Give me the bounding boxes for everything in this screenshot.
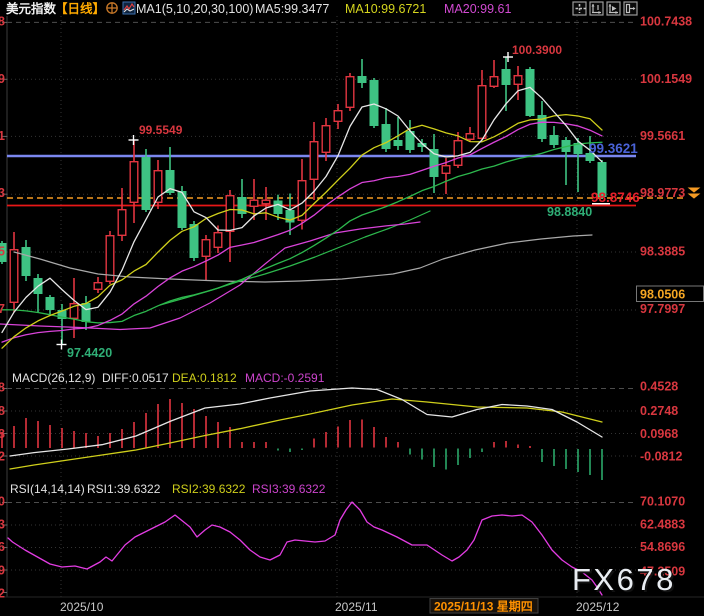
svg-text:99.5549: 99.5549 bbox=[139, 123, 183, 137]
svg-text:2025/10: 2025/10 bbox=[60, 600, 104, 614]
svg-text:3: 3 bbox=[0, 186, 5, 200]
svg-text:3: 3 bbox=[0, 518, 5, 532]
svg-text:9: 9 bbox=[0, 72, 5, 86]
svg-text:54.8696: 54.8696 bbox=[640, 540, 685, 554]
svg-text:FX678: FX678 bbox=[574, 564, 678, 599]
svg-text:2025/11: 2025/11 bbox=[335, 600, 378, 614]
svg-text:100.3900: 100.3900 bbox=[512, 43, 562, 57]
svg-text:9: 9 bbox=[0, 564, 5, 578]
svg-text:0.4528: 0.4528 bbox=[640, 380, 678, 394]
svg-text:97.7997: 97.7997 bbox=[640, 302, 685, 316]
svg-text:8: 8 bbox=[0, 381, 5, 395]
svg-text:8: 8 bbox=[0, 15, 5, 29]
svg-text:8: 8 bbox=[0, 404, 5, 418]
svg-text:MACD:-0.2591: MACD:-0.2591 bbox=[245, 371, 325, 385]
svg-text:美元指数: 美元指数 bbox=[6, 1, 57, 16]
svg-text:2: 2 bbox=[0, 587, 5, 601]
svg-text:47.2509: 47.2509 bbox=[640, 565, 685, 579]
svg-text:-0.0812: -0.0812 bbox=[640, 450, 682, 464]
svg-text:2025/12: 2025/12 bbox=[576, 600, 620, 614]
svg-text:【日线】: 【日线】 bbox=[55, 1, 105, 16]
svg-text:RSI3:39.6322: RSI3:39.6322 bbox=[252, 482, 326, 496]
svg-text:6: 6 bbox=[0, 540, 5, 554]
svg-text:FX678: FX678 bbox=[572, 562, 676, 597]
svg-text:RSI1:39.6322: RSI1:39.6322 bbox=[87, 482, 161, 496]
svg-text:RSI2:39.6322: RSI2:39.6322 bbox=[172, 482, 246, 496]
svg-text:100.7438: 100.7438 bbox=[640, 15, 692, 29]
svg-text:2: 2 bbox=[0, 450, 5, 464]
svg-text:99.5661: 99.5661 bbox=[640, 129, 685, 143]
svg-text:97.4420: 97.4420 bbox=[67, 346, 112, 360]
svg-text:62.4883: 62.4883 bbox=[640, 518, 685, 532]
svg-text:1: 1 bbox=[0, 129, 5, 143]
svg-text:5: 5 bbox=[0, 245, 5, 259]
svg-text:100.1549: 100.1549 bbox=[640, 72, 692, 86]
svg-text:0.2748: 0.2748 bbox=[640, 404, 678, 418]
svg-text:0: 0 bbox=[0, 495, 5, 509]
svg-text:70.1070: 70.1070 bbox=[640, 495, 685, 509]
svg-text:98.8746: 98.8746 bbox=[591, 190, 640, 205]
svg-text:99.3621: 99.3621 bbox=[589, 141, 638, 156]
svg-text:MA20:99.61: MA20:99.61 bbox=[444, 2, 511, 16]
svg-text:RSI(14,14,14): RSI(14,14,14) bbox=[10, 482, 85, 496]
svg-text:98.3885: 98.3885 bbox=[640, 245, 685, 259]
svg-text:98.9773: 98.9773 bbox=[640, 186, 685, 200]
svg-text:7: 7 bbox=[0, 302, 5, 316]
svg-text:0.0968: 0.0968 bbox=[640, 427, 678, 441]
svg-text:MACD(26,12,9): MACD(26,12,9) bbox=[12, 371, 95, 385]
svg-text:2025/11/13 星期四: 2025/11/13 星期四 bbox=[434, 599, 533, 614]
svg-text:DIFF:0.0517: DIFF:0.0517 bbox=[102, 371, 169, 385]
svg-text:MA10:99.6721: MA10:99.6721 bbox=[345, 2, 426, 16]
svg-text:98.8840: 98.8840 bbox=[547, 205, 592, 219]
svg-text:MA1(5,10,20,30,100): MA1(5,10,20,30,100) bbox=[136, 2, 253, 16]
svg-text:98.0506: 98.0506 bbox=[640, 288, 685, 302]
svg-text:MA5:99.3477: MA5:99.3477 bbox=[255, 2, 329, 16]
svg-text:DEA:0.1812: DEA:0.1812 bbox=[172, 371, 237, 385]
